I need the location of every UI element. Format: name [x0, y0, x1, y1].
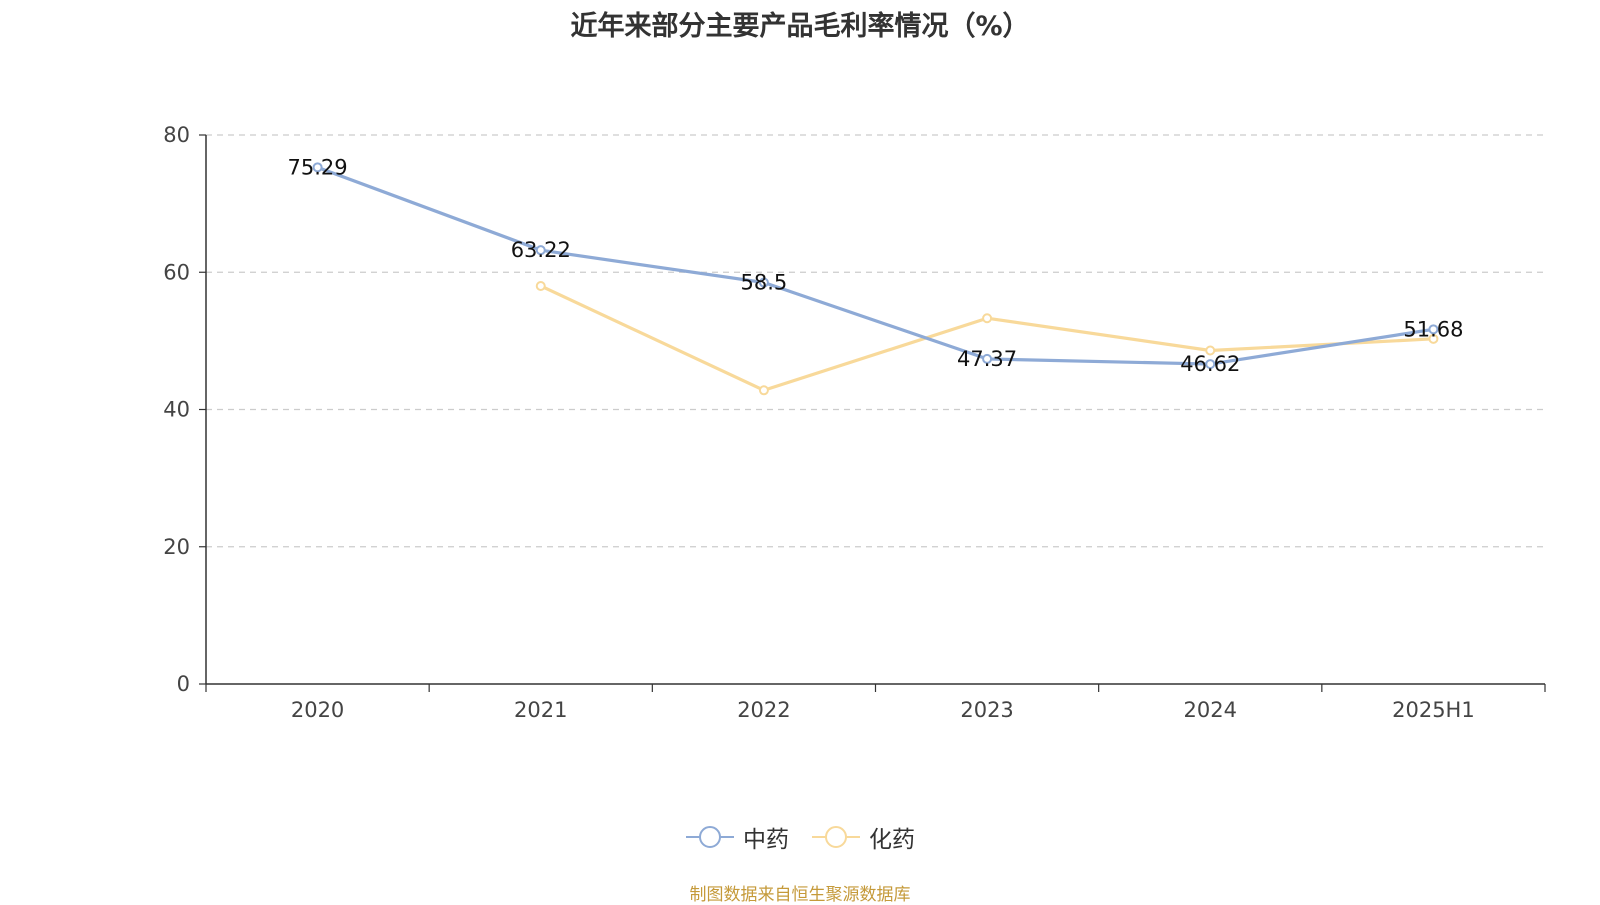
legend: 中药 化药	[0, 820, 1600, 854]
x-tick-label: 2021	[514, 698, 567, 722]
source-note: 制图数据来自恒生聚源数据库	[689, 885, 911, 905]
x-tick-label: 2020	[291, 698, 344, 722]
series-point-1	[535, 280, 546, 291]
x-tick-label: 2024	[1184, 698, 1237, 722]
series-point-0	[535, 245, 546, 256]
axes: 0 20 40 60 80 2020 2021 2022 2023 2024 2025H1	[163, 123, 1546, 722]
legend-swatch-icon	[686, 826, 734, 848]
legend-item[interactable]: 中药	[685, 820, 789, 854]
series-point-1	[758, 385, 769, 396]
series-point-0	[758, 277, 769, 288]
x-tick-label: 2023	[960, 698, 1013, 722]
grid-lines	[206, 134, 1545, 548]
data-label: 51.68	[1403, 317, 1463, 341]
legend-label: 化药	[869, 827, 915, 853]
line-chart: 0 20 40 60 80 2020 2021 2022 2023 2024 2025H1 75.2…	[163, 123, 1546, 722]
series-line-1	[540, 284, 1434, 392]
x-tick-label: 2022	[737, 698, 790, 722]
y-tick-label: 80	[163, 123, 190, 147]
y-tick-label: 0	[177, 672, 190, 696]
legend-swatch-icon	[812, 826, 860, 848]
series-point-1	[1428, 333, 1439, 344]
legend-label: 中药	[743, 827, 789, 853]
series-point-0	[312, 162, 323, 173]
series-point-0	[1205, 359, 1216, 370]
data-label: 63.22	[511, 238, 571, 262]
data-label: 46.62	[1180, 352, 1240, 376]
data-labels: 75.29 63.22 58.5 47.37 46.62 51.68	[288, 155, 1464, 376]
series-layer	[312, 162, 1439, 396]
series-line-0	[317, 165, 1434, 366]
legend-swatch-marker	[825, 826, 847, 848]
legend-swatch-marker	[699, 826, 721, 848]
x-tick-label: 2025H1	[1392, 698, 1475, 722]
data-label: 58.5	[741, 271, 788, 295]
series-point-0	[982, 353, 993, 364]
data-label: 47.37	[957, 347, 1017, 371]
chart-title: 近年来部分主要产品毛利率情况（%）	[570, 11, 1030, 42]
series-point-1	[1205, 345, 1216, 356]
legend-item[interactable]: 化药	[811, 820, 915, 854]
y-tick-label: 20	[163, 535, 190, 559]
series-point-0	[1428, 324, 1439, 335]
data-label: 75.29	[288, 155, 348, 179]
series-point-1	[982, 313, 993, 324]
y-tick-label: 40	[163, 398, 190, 422]
y-tick-label: 60	[163, 260, 190, 284]
